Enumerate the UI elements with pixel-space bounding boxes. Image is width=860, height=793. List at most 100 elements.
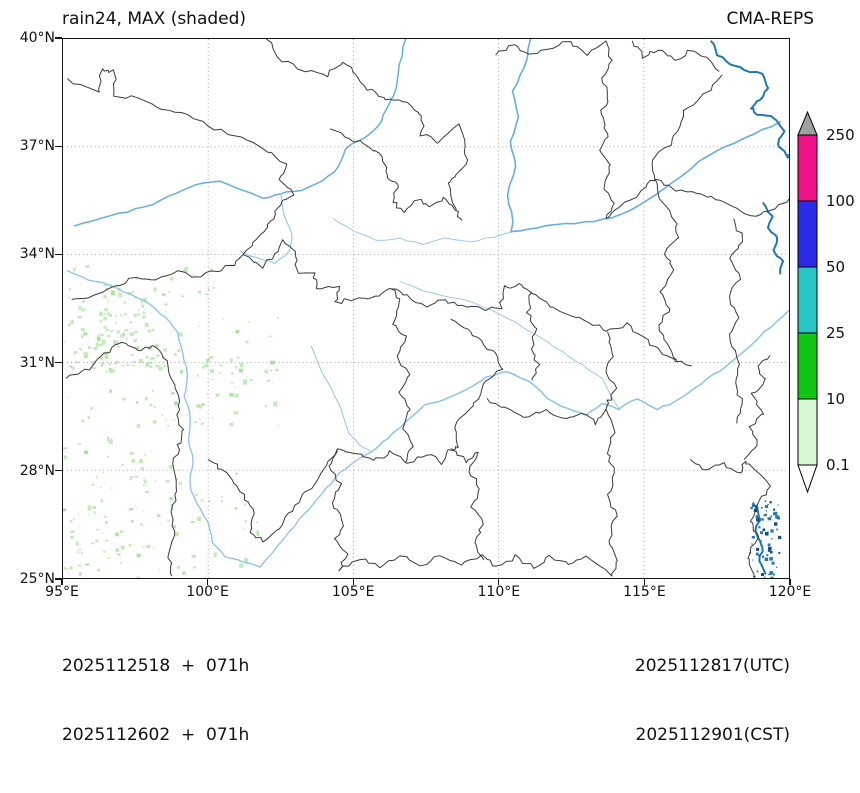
- rain-shading-patch: [129, 332, 133, 335]
- rain-shading-patch: [95, 539, 98, 542]
- rain-shading-patch: [244, 504, 247, 506]
- rain-shading-patch: [167, 520, 170, 521]
- coast-island-speckle: [760, 545, 761, 546]
- rain-shading-patch: [141, 305, 144, 308]
- rain-shading-patch: [63, 447, 67, 449]
- rain-shading-patch: [199, 419, 201, 420]
- rain-shading-patch: [221, 500, 223, 502]
- y-tick-label: 31°N: [20, 355, 55, 371]
- rain-shading-patch: [100, 334, 103, 336]
- rain-shading-patch: [152, 390, 154, 392]
- rain-shading-patch: [176, 470, 177, 471]
- coast-island-speckle: [777, 517, 780, 520]
- rain-shading-patch: [133, 365, 135, 366]
- rain-shading-patch: [131, 459, 135, 463]
- rain-shading-patch: [108, 297, 110, 298]
- coast-island-speckle: [768, 543, 771, 546]
- rain-shading-patch: [158, 366, 162, 370]
- rain-shading-patch: [275, 369, 279, 371]
- coast-island-speckle: [756, 553, 759, 556]
- rain-shading-patch: [82, 300, 84, 302]
- rain-shading-patch: [210, 369, 214, 373]
- rain-shading-patch: [104, 308, 108, 311]
- x-axis-tick-mark: [789, 579, 790, 585]
- rain-shading-patch: [103, 472, 105, 473]
- rain-shading-patch: [163, 348, 166, 351]
- rain-shading-patch: [81, 335, 84, 338]
- rain-shading-patch: [143, 312, 146, 315]
- y-axis-tick-mark: [55, 470, 62, 471]
- rain-shading-patch: [104, 516, 107, 518]
- rain-shading-patch: [131, 354, 134, 356]
- rain-shading-patch: [152, 329, 154, 331]
- province-boundary: [469, 452, 484, 560]
- coast-island-speckle: [776, 567, 777, 568]
- rain-shading-patch: [103, 297, 105, 299]
- y-axis-tick-mark: [55, 362, 62, 363]
- rain-shading-patch: [129, 321, 132, 323]
- rain-shading-patch: [150, 450, 151, 451]
- province-boundary: [243, 240, 692, 366]
- rain-shading-patch: [79, 549, 82, 551]
- rain-shading-patch: [236, 330, 240, 334]
- plot-title: rain24, MAX (shaded): [62, 7, 246, 31]
- coast-island-speckle: [773, 574, 775, 576]
- rain-shading-patch: [100, 344, 103, 346]
- coast-island-speckle: [770, 571, 773, 574]
- coast-island-speckle: [758, 526, 760, 528]
- rain-shading-patch: [102, 532, 104, 533]
- valid-time-utc: 2025112817(UTC): [635, 655, 790, 678]
- rain-shading-patch: [107, 437, 109, 440]
- rain-shading-patch: [256, 530, 259, 534]
- coast-island-speckle: [766, 510, 767, 511]
- province-boundary: [606, 75, 722, 219]
- x-axis-tick-mark: [61, 579, 62, 585]
- rain-shading-patch: [63, 508, 66, 511]
- coast-island-speckle: [757, 571, 759, 573]
- coast-island-speckle: [770, 577, 773, 578]
- rain-shading-patch: [90, 394, 91, 395]
- coast-island-speckle: [769, 501, 771, 503]
- rain-shading-patch: [88, 505, 92, 510]
- rain-shading-patch: [91, 543, 94, 545]
- rain-shading-patch: [143, 511, 144, 512]
- rain-shading-patch: [120, 334, 124, 338]
- coast-island-speckle: [764, 577, 765, 578]
- rain-shading-patch: [212, 417, 213, 418]
- rain-shading-patch: [88, 346, 91, 349]
- rain-shading-patch: [270, 335, 272, 336]
- rain-shading-patch: [174, 353, 176, 356]
- rain-shading-patch: [77, 316, 81, 318]
- rain-shading-patch: [109, 558, 110, 559]
- province-boundary: [391, 289, 413, 463]
- rain-shading-patch: [103, 326, 106, 329]
- colorbar-tick-label: 100: [826, 192, 855, 210]
- rain-shading-patch: [110, 331, 112, 333]
- rain-shading-patch: [145, 491, 149, 493]
- coast-island-speckle: [761, 573, 763, 575]
- y-tick-label: 28°N: [20, 463, 55, 479]
- rain-shading-patch: [204, 363, 208, 367]
- province-boundary: [451, 319, 503, 450]
- colorbar-tick-label: 50: [826, 258, 845, 276]
- x-tick-label: 120°E: [769, 584, 812, 600]
- rain-shading-patch: [129, 508, 133, 510]
- rain-shading-patch: [165, 304, 168, 306]
- coast-island-speckle: [778, 536, 781, 539]
- rain-shading-patch: [94, 511, 96, 513]
- rain-shading-patch: [96, 476, 98, 478]
- init-time-block: 2025112518 + 071h 2025112602 + 071h: [62, 609, 249, 793]
- rain-shading-patch: [64, 567, 66, 569]
- rain-shading-patch: [95, 341, 96, 342]
- rain-shading-patch: [256, 522, 258, 524]
- rain-shading-patch: [177, 566, 180, 569]
- rain-shading-patch: [267, 380, 271, 382]
- rain-shading-patch: [264, 370, 267, 374]
- rain-shading-patch: [231, 373, 234, 375]
- rain-shading-patch: [118, 293, 122, 298]
- rain-shading-patch: [73, 351, 76, 354]
- coast-island-speckle: [756, 548, 759, 551]
- rain-shading-patch: [71, 320, 74, 324]
- province-boundary: [67, 69, 293, 255]
- rain-shading-patch: [97, 335, 100, 337]
